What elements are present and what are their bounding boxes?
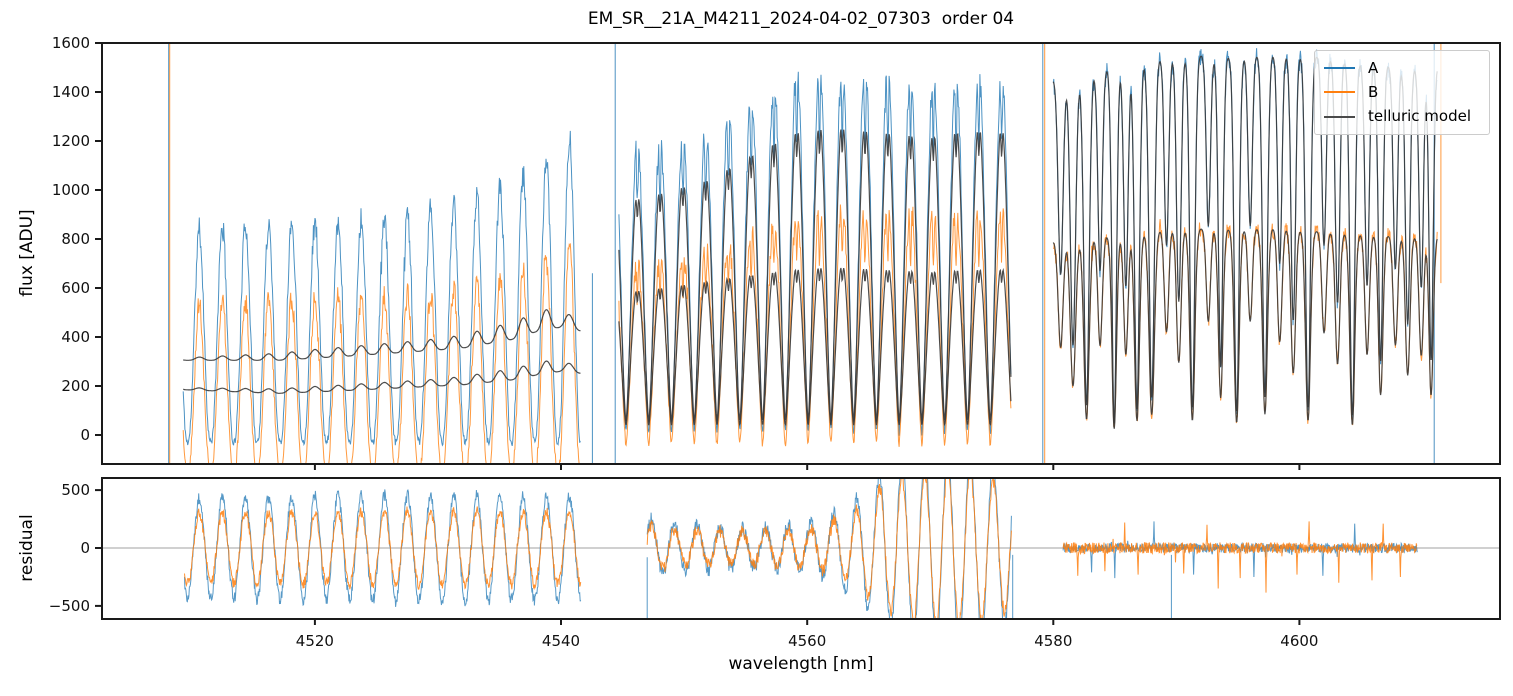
flux-y-tick-label: 1200 xyxy=(52,132,90,150)
series-b-flux-path xyxy=(169,43,1442,464)
x-tick-label: 4560 xyxy=(788,632,826,650)
legend-label-a: A xyxy=(1368,58,1379,77)
flux-y-tick-label: 800 xyxy=(61,230,90,248)
flux-y-tick-label: 0 xyxy=(80,426,90,444)
flux-panel-spines xyxy=(101,42,1501,465)
legend-item-a: A xyxy=(1324,58,1485,77)
series-a-residual-path xyxy=(184,478,1418,619)
x-tick-label: 4520 xyxy=(296,632,334,650)
telluric-model-a-path xyxy=(183,55,1438,424)
flux-y-tick-label: 1000 xyxy=(52,181,90,199)
flux-y-tick-label: 1400 xyxy=(52,83,90,101)
residual-series-group xyxy=(102,478,1500,619)
x-tick-label: 4540 xyxy=(542,632,580,650)
legend-label-b: B xyxy=(1368,82,1379,101)
flux-y-tick-label: 1600 xyxy=(52,34,90,52)
legend-line-b xyxy=(1324,91,1355,94)
x-tick-label: 4580 xyxy=(1034,632,1072,650)
x-tick-label: 4600 xyxy=(1280,632,1318,650)
residual-y-tick-label: 500 xyxy=(61,481,90,499)
series-b-residual-path xyxy=(184,478,1418,619)
legend-item-b: B xyxy=(1324,82,1485,101)
legend-label-telluric-model: telluric model xyxy=(1368,107,1472,126)
residual-y-tick-label: −500 xyxy=(49,597,90,615)
residual-y-tick-label: 0 xyxy=(80,539,90,557)
flux-y-tick-label: 200 xyxy=(61,377,90,395)
legend-line-a xyxy=(1324,67,1355,70)
telluric-model-b-path xyxy=(183,228,1438,429)
x-axis-label: wavelength [nm] xyxy=(728,654,874,674)
flux-y-tick-label: 600 xyxy=(61,279,90,297)
legend-item-telluric-model: telluric model xyxy=(1324,109,1485,124)
plot-title: EM_SR__21A_M4211_2024-04-02_07303 order … xyxy=(587,9,1015,29)
legend-line-telluric-model xyxy=(1324,115,1355,118)
flux-series-group xyxy=(168,43,1442,464)
legend: A B telluric model xyxy=(1314,50,1490,135)
flux-y-tick-label: 400 xyxy=(61,328,90,346)
